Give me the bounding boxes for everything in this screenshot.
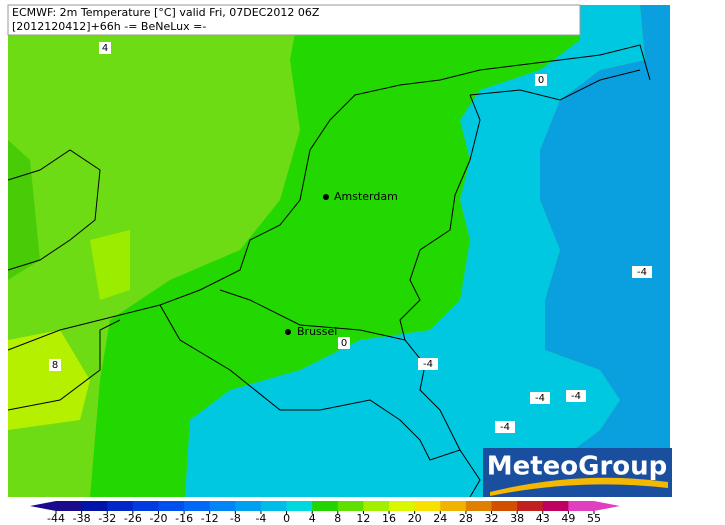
- colorbar-tick-label: -26: [124, 512, 142, 525]
- colorbar-tick-label: 12: [356, 512, 370, 525]
- colorbar-swatch: [389, 501, 416, 511]
- colorbar-arrow: [594, 501, 620, 511]
- colorbar-tick-label: -12: [201, 512, 219, 525]
- contour-label: -4: [637, 267, 647, 278]
- colorbar-swatch: [235, 501, 262, 511]
- contour-label: 0: [538, 75, 544, 86]
- header-box: [7, 4, 581, 36]
- colorbar-tick-label: -44: [47, 512, 65, 525]
- colorbar-tick-label: -4: [255, 512, 266, 525]
- city-label: Amsterdam: [334, 190, 398, 203]
- border-fr: [7, 319, 121, 411]
- contour-label: -4: [423, 359, 433, 370]
- colorbar-tick-label: -8: [230, 512, 241, 525]
- colorbar-swatch: [542, 501, 569, 511]
- contour-label: 0: [341, 338, 347, 349]
- colorbar-swatch: [132, 501, 159, 511]
- header-line: ECMWF: 2m Temperature [°C] valid Fri, 07…: [12, 6, 320, 19]
- colorbar-arrow: [30, 501, 56, 511]
- zone-8: [90, 230, 130, 300]
- city-dot: [285, 329, 291, 335]
- colorbar-tick-label: -16: [175, 512, 193, 525]
- colorbar-swatch: [440, 501, 467, 511]
- border-nl-de: [399, 94, 481, 341]
- colorbar-tick-label: -38: [73, 512, 91, 525]
- colorbar-swatch: [158, 501, 185, 511]
- colorbar-tick-label: 16: [382, 512, 396, 525]
- colorbar-tick-label: 55: [587, 512, 601, 525]
- contour-label: 4: [102, 43, 108, 54]
- zone-minus4-0: [185, 5, 645, 497]
- city-dot: [323, 194, 329, 200]
- colorbar-tick-label: 28: [459, 512, 473, 525]
- colorbar-tick-label: 24: [433, 512, 447, 525]
- colorbar-tick-label: 4: [309, 512, 316, 525]
- colorbar-swatch: [363, 501, 390, 511]
- colorbar-tick-label: 38: [510, 512, 524, 525]
- logo-text: MeteoGroup: [487, 452, 668, 482]
- colorbar-swatch: [312, 501, 339, 511]
- colorbar-tick-label: 0: [283, 512, 290, 525]
- contour-label: -4: [500, 422, 510, 433]
- colorbar-swatch: [465, 501, 493, 511]
- colorbar-tick-label: 43: [536, 512, 550, 525]
- zone-below-minus4: [540, 5, 670, 497]
- contour-label: -4: [571, 391, 581, 402]
- colorbar-tick-label: 32: [485, 512, 499, 525]
- logo: MeteoGroup: [483, 448, 672, 497]
- zone-8: [8, 330, 90, 430]
- colorbar-swatch: [56, 501, 83, 511]
- colorbar-swatch: [286, 501, 313, 511]
- colorbar-swatch: [107, 501, 134, 511]
- colorbar-tick-label: 8: [334, 512, 341, 525]
- zone-shade: [8, 140, 40, 280]
- colorbar-swatch: [491, 501, 518, 511]
- colorbar-tick-label: 49: [561, 512, 575, 525]
- colorbar-tick-label: 20: [408, 512, 422, 525]
- border-de: [459, 69, 641, 498]
- colorbar-swatch: [517, 501, 544, 511]
- colorbar-swatch: [337, 501, 364, 511]
- colorbar-swatch: [414, 501, 441, 511]
- contour-label: 8: [52, 360, 58, 371]
- zone-0-4: [90, 5, 580, 497]
- colorbar-swatch: [260, 501, 288, 511]
- border-be: [159, 289, 461, 461]
- coast-uk: [7, 149, 101, 271]
- map: Amsterdam Brussel 4 0 -4 8 0 -4 -4 -4 -4: [7, 5, 670, 498]
- colorbar-swatch: [209, 501, 236, 511]
- logo-swoosh: [490, 477, 668, 496]
- colorbar-swatch: [184, 501, 211, 511]
- header-line: [2012120412]+66h -= BeNeLux =-: [12, 20, 206, 33]
- coastline: [7, 44, 651, 351]
- colorbar: -44 -38 -32 -26 -20 -16 -12 -8 -4 0 4 8 12 16 20 24 28 32…: [30, 501, 620, 525]
- colorbar-swatch: [81, 501, 108, 511]
- colorbar-tick-label: -20: [149, 512, 167, 525]
- colorbar-swatch: [568, 501, 595, 511]
- contour-label: -4: [535, 393, 545, 404]
- city-label: Brussel: [297, 325, 337, 338]
- colorbar-tick-label: -32: [98, 512, 116, 525]
- contour-labels: 4 0 -4 8 0 -4 -4 -4 -4: [49, 42, 652, 433]
